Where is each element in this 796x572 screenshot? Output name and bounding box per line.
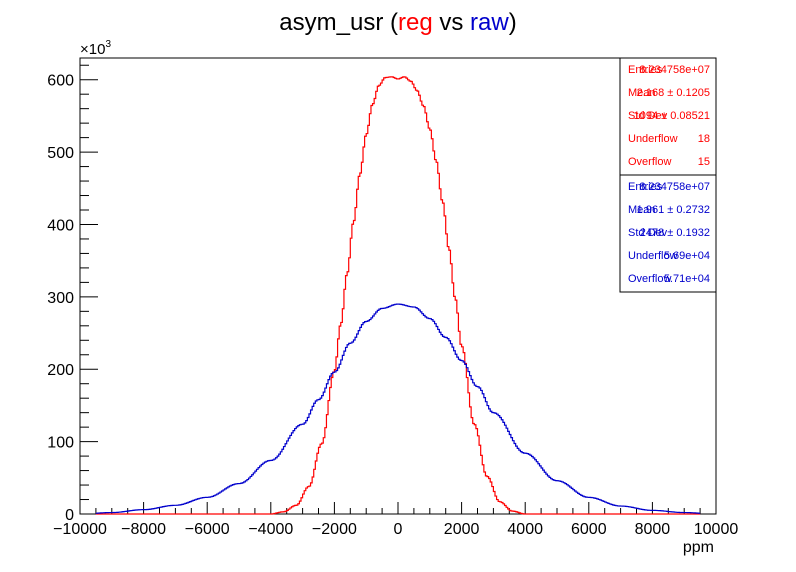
y-tick-label: 600 xyxy=(47,73,74,90)
stats-label: Entries xyxy=(628,64,663,76)
x-tick-label: 8000 xyxy=(635,521,671,538)
chart-title-reg: reg xyxy=(398,9,433,36)
x-tick-label: −2000 xyxy=(312,521,357,538)
stats-value: 18 xyxy=(698,133,710,145)
stats-label: Entries xyxy=(628,181,663,193)
series-line-reg xyxy=(95,76,701,515)
stats-value: 2478 ± 0.1932 xyxy=(640,227,710,239)
x-axis-label: ppm xyxy=(683,539,714,556)
stats-value: 5.71e+04 xyxy=(664,273,710,285)
x-tick-label: −6000 xyxy=(185,521,230,538)
y-tick-label: 400 xyxy=(47,217,74,234)
x-tick-label: −8000 xyxy=(121,521,166,538)
stats-label: Underflow xyxy=(628,133,678,145)
y-tick-label: 200 xyxy=(47,362,74,379)
chart-title-prefix: asym_usr ( xyxy=(279,9,398,36)
stats-value: 8.234758e+07 xyxy=(639,64,710,76)
x-tick-label: 0 xyxy=(394,521,403,538)
series-line-raw xyxy=(95,303,701,514)
x-tick-label: −4000 xyxy=(248,521,293,538)
stats-label: Mean xyxy=(628,87,656,99)
y-multiplier-base: ×10 xyxy=(80,41,105,58)
y-tick-label: 300 xyxy=(47,290,74,307)
stats-value: 1.961 ± 0.2732 xyxy=(637,204,710,216)
x-tick-label: 10000 xyxy=(694,521,739,538)
chart-title-suffix: ) xyxy=(509,9,517,36)
stats-value: 8.234758e+07 xyxy=(639,181,710,193)
x-tick-label: 4000 xyxy=(507,521,543,538)
stats-label: Overflow xyxy=(628,156,671,168)
stats-label: Std Dev xyxy=(628,227,668,239)
chart-title: asym_usr (reg vs raw) xyxy=(279,9,516,36)
chart-title-raw: raw xyxy=(470,9,509,36)
stats-value: 1094 ± 0.08521 xyxy=(634,110,710,122)
stats-label: Mean xyxy=(628,204,656,216)
y-tick-label: 500 xyxy=(47,145,74,162)
stats-box-frame xyxy=(619,57,717,176)
stats-value: 5.69e+04 xyxy=(664,250,710,262)
x-axis: −10000 −8000 −6000 −4000 −2000 0 2000 4000 6000 8… xyxy=(53,502,738,538)
stats-label: Std Dev xyxy=(628,110,668,122)
y-tick-label: 100 xyxy=(47,435,74,452)
y-multiplier-exp: 3 xyxy=(105,39,111,50)
stats-label: Overflow xyxy=(628,273,671,285)
stats-box-frame xyxy=(619,174,717,293)
y-axis: 0 100 200 300 400 500 600 xyxy=(47,64,98,524)
chart-title-vs: vs xyxy=(433,9,470,36)
stats-value: 15 xyxy=(698,156,710,168)
y-multiplier: ×103 xyxy=(80,39,111,58)
stats-value: 2.168 ± 0.1205 xyxy=(637,87,710,99)
stats-label: Underflow xyxy=(628,250,678,262)
x-tick-label: 2000 xyxy=(444,521,480,538)
x-tick-label: −10000 xyxy=(53,521,107,538)
series-layer xyxy=(95,76,701,515)
x-tick-label: 6000 xyxy=(571,521,607,538)
y-tick-label: 0 xyxy=(65,507,74,524)
